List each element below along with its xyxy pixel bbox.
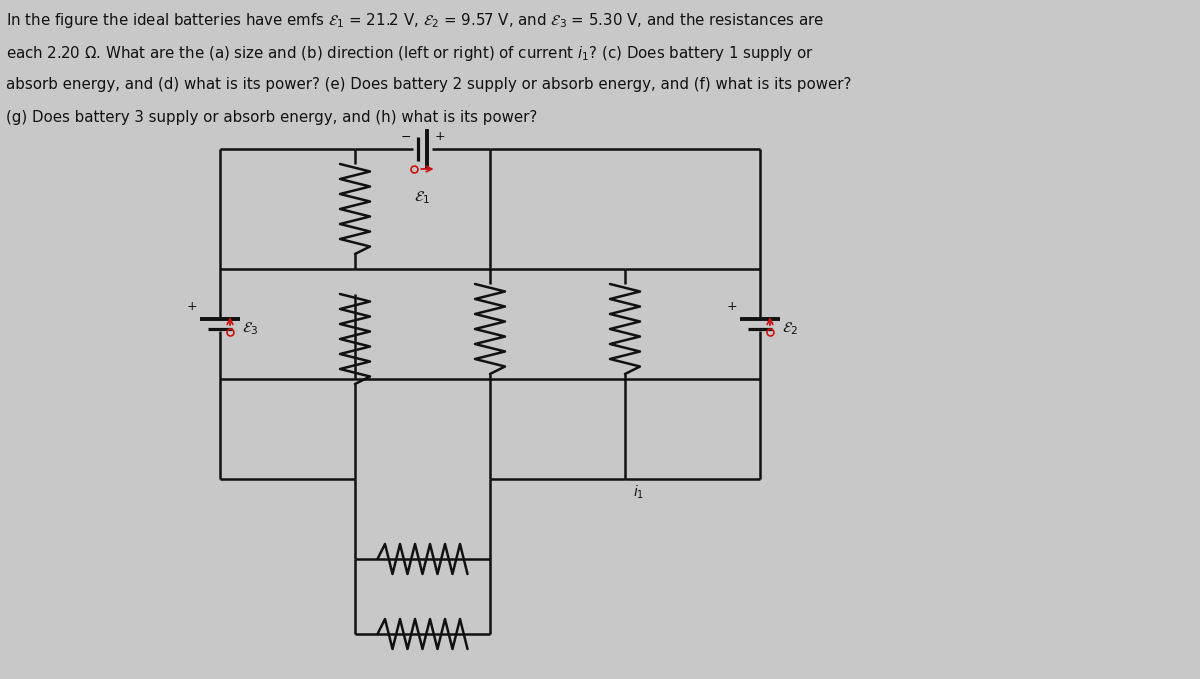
- Text: $\mathcal{E}_3$: $\mathcal{E}_3$: [242, 320, 258, 337]
- Text: $+$: $+$: [726, 299, 738, 312]
- Text: $\mathcal{E}_2$: $\mathcal{E}_2$: [782, 320, 798, 337]
- Text: $+$: $+$: [186, 299, 198, 312]
- Text: absorb energy, and (d) what is its power? (e) Does battery 2 supply or absorb en: absorb energy, and (d) what is its power…: [6, 77, 851, 92]
- Text: $\mathcal{E}_1$: $\mathcal{E}_1$: [414, 189, 431, 206]
- Text: $-$: $-$: [400, 130, 412, 143]
- Text: $+$: $+$: [434, 130, 445, 143]
- Text: In the figure the ideal batteries have emfs $\mathcal{E}_1$ = 21.2 V, $\mathcal{: In the figure the ideal batteries have e…: [6, 11, 824, 30]
- Text: each 2.20 $\Omega$. What are the (a) size and (b) direction (left or right) of c: each 2.20 $\Omega$. What are the (a) siz…: [6, 44, 814, 63]
- Text: (g) Does battery 3 supply or absorb energy, and (h) what is its power?: (g) Does battery 3 supply or absorb ener…: [6, 110, 538, 125]
- Text: $i_1$: $i_1$: [634, 484, 644, 501]
